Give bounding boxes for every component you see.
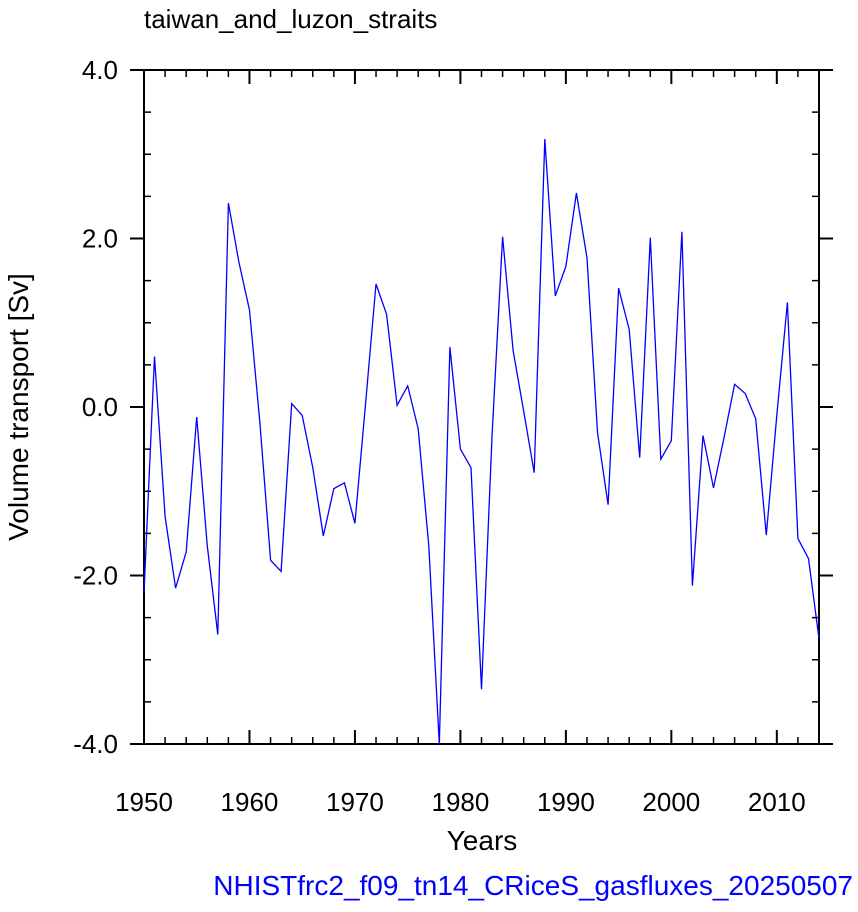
y-tick-label: -4.0 bbox=[73, 729, 118, 759]
x-tick-label: 1990 bbox=[537, 787, 595, 817]
data-point bbox=[217, 634, 219, 636]
data-point bbox=[797, 538, 799, 540]
data-point bbox=[417, 428, 419, 430]
data-point bbox=[175, 587, 177, 589]
chart-subtitle: NHISTfrc2_f09_tn14_CRiceS_gasfluxes_2025… bbox=[213, 870, 853, 901]
ticks bbox=[130, 69, 833, 745]
data-point bbox=[185, 551, 187, 553]
data-point bbox=[723, 437, 725, 439]
x-tick-label: 2010 bbox=[748, 787, 806, 817]
data-point bbox=[755, 418, 757, 420]
data-point bbox=[586, 257, 588, 259]
data-point bbox=[818, 638, 820, 640]
data-point bbox=[164, 516, 166, 518]
data-point bbox=[196, 416, 198, 418]
data-point bbox=[228, 202, 230, 204]
x-tick-label: 1970 bbox=[326, 787, 384, 817]
data-point bbox=[808, 558, 810, 560]
series-line bbox=[143, 139, 820, 745]
data-point bbox=[344, 482, 346, 484]
data-point bbox=[206, 545, 208, 547]
y-axis-label: Volume transport [Sv] bbox=[3, 273, 34, 541]
chart-title: taiwan_and_luzon_straits bbox=[144, 4, 437, 34]
y-tick-label: 2.0 bbox=[82, 224, 118, 254]
y-tick-label: -2.0 bbox=[73, 561, 118, 591]
data-point bbox=[365, 404, 367, 406]
data-point bbox=[386, 314, 388, 316]
data-point bbox=[523, 410, 525, 412]
data-point bbox=[776, 415, 778, 417]
data-point bbox=[713, 487, 715, 489]
data-point bbox=[491, 436, 493, 438]
data-point bbox=[270, 560, 272, 562]
x-tick-label: 1960 bbox=[221, 787, 279, 817]
data-point bbox=[238, 261, 240, 263]
data-point bbox=[692, 585, 694, 587]
data-point bbox=[597, 431, 599, 433]
data-point bbox=[765, 534, 767, 536]
data-point bbox=[681, 231, 683, 233]
data-point bbox=[787, 302, 789, 304]
x-tick-label: 1980 bbox=[431, 787, 489, 817]
data-point bbox=[744, 393, 746, 395]
data-point bbox=[249, 309, 251, 311]
x-tick-label: 1950 bbox=[115, 787, 173, 817]
data-point bbox=[428, 545, 430, 547]
data-point bbox=[460, 448, 462, 450]
data-point bbox=[439, 743, 441, 745]
data-points bbox=[143, 138, 820, 745]
data-point bbox=[533, 472, 535, 474]
y-tick-labels: -4.0 -2.0 0.0 2.0 4.0 bbox=[73, 55, 118, 759]
data-point bbox=[375, 283, 377, 285]
data-point bbox=[702, 435, 704, 437]
data-point bbox=[449, 346, 451, 348]
data-point bbox=[502, 236, 504, 238]
data-point bbox=[555, 295, 557, 297]
data-point bbox=[660, 458, 662, 460]
x-tick-label: 2000 bbox=[642, 787, 700, 817]
data-point bbox=[544, 138, 546, 140]
data-point bbox=[312, 467, 314, 469]
y-tick-label: 0.0 bbox=[82, 392, 118, 422]
y-tick-label: 4.0 bbox=[82, 55, 118, 85]
data-point bbox=[607, 504, 609, 506]
data-point bbox=[154, 356, 156, 358]
data-point bbox=[734, 383, 736, 385]
data-point bbox=[470, 467, 472, 469]
data-point bbox=[259, 423, 261, 425]
data-point bbox=[396, 405, 398, 407]
data-point bbox=[407, 385, 409, 387]
plot-frame bbox=[143, 69, 820, 745]
data-point bbox=[628, 329, 630, 331]
data-point bbox=[618, 287, 620, 289]
data-point bbox=[143, 592, 145, 594]
data-point bbox=[354, 522, 356, 524]
data-point bbox=[649, 237, 651, 239]
data-point bbox=[512, 350, 514, 352]
data-point bbox=[280, 570, 282, 572]
data-point bbox=[333, 488, 335, 490]
data-point bbox=[322, 535, 324, 537]
data-point bbox=[301, 415, 303, 417]
data-point bbox=[576, 192, 578, 194]
data-point bbox=[671, 440, 673, 442]
x-tick-labels: 1950 1960 1970 1980 1990 2000 2010 bbox=[115, 787, 806, 817]
data-point bbox=[639, 457, 641, 459]
data-point bbox=[481, 688, 483, 690]
data-point bbox=[565, 266, 567, 268]
data-point bbox=[291, 403, 293, 405]
x-axis-label: Years bbox=[447, 825, 518, 856]
